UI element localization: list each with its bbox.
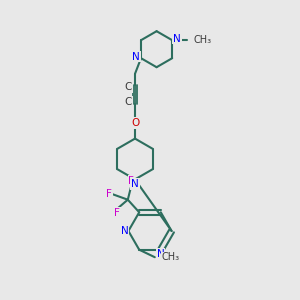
- Text: O: O: [131, 118, 139, 128]
- Text: CH₃: CH₃: [161, 252, 179, 262]
- Text: N: N: [173, 34, 181, 44]
- Text: CH₃: CH₃: [193, 35, 211, 45]
- Text: N: N: [121, 226, 128, 236]
- Text: F: F: [128, 176, 134, 186]
- Text: F: F: [114, 208, 120, 218]
- Text: C: C: [125, 82, 132, 92]
- Text: N: N: [157, 249, 165, 259]
- Text: F: F: [106, 189, 112, 199]
- Text: C: C: [125, 97, 132, 107]
- Text: N: N: [131, 179, 139, 189]
- Text: N: N: [132, 52, 140, 62]
